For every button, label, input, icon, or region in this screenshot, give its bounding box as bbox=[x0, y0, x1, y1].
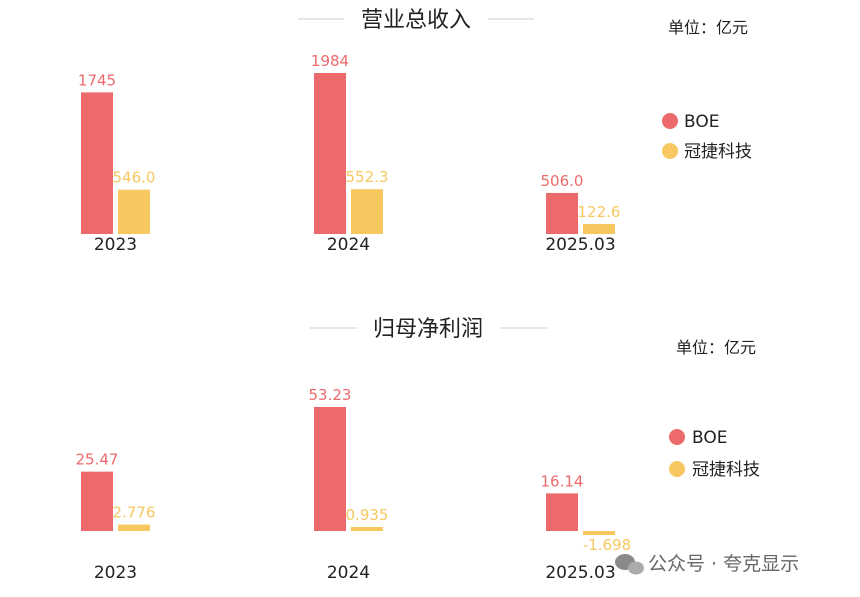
watermark: 公众号 · 夸克显示 bbox=[615, 553, 799, 575]
value-label: 53.23 bbox=[309, 386, 352, 404]
bar-boe-2024 bbox=[314, 73, 346, 234]
x-tick-label: 2024 bbox=[327, 563, 370, 583]
bar-boe-2023 bbox=[81, 92, 113, 235]
legend-swatch-tpv bbox=[669, 461, 685, 477]
bar-boe-2024 bbox=[314, 407, 346, 531]
value-label: 506.0 bbox=[541, 172, 584, 190]
value-label: 122.6 bbox=[578, 203, 621, 221]
x-tick-label: 2025.03 bbox=[545, 563, 615, 583]
value-label: 1984 bbox=[311, 52, 349, 70]
legend-label-tpv: 冠捷科技 bbox=[692, 460, 760, 480]
value-label: -1.698 bbox=[583, 536, 631, 554]
bar-boe-2025-03 bbox=[546, 493, 578, 531]
chart-title: 归母净利润 bbox=[373, 317, 483, 342]
chart-title: 营业总收入 bbox=[361, 8, 471, 33]
bar-tpv-2024 bbox=[351, 189, 383, 234]
legend-label-boe: BOE bbox=[684, 112, 720, 132]
legend-label-tpv: 冠捷科技 bbox=[684, 142, 752, 162]
unit-label: 单位：亿元 bbox=[668, 18, 748, 37]
revenue-chart-panel: 营业总收入 单位：亿元 BOE 冠捷科技 1745 546.0 2023 1984 55… bbox=[78, 8, 752, 255]
wechat-icon bbox=[615, 554, 644, 575]
bar-boe-2023 bbox=[81, 471, 113, 531]
legend-label-boe: BOE bbox=[692, 428, 728, 448]
bar-boe-2025-03 bbox=[546, 192, 578, 234]
x-tick-label: 2023 bbox=[94, 563, 137, 583]
x-tick-label: 2023 bbox=[94, 235, 137, 255]
value-label: 552.3 bbox=[346, 168, 389, 186]
bar-tpv-2023 bbox=[118, 524, 150, 531]
watermark-text: 公众号 · 夸克显示 bbox=[648, 553, 799, 575]
legend-swatch-boe bbox=[669, 429, 685, 445]
bar-marks: 1745 546.0 2023 1984 552.3 2024 506.0 122.6 2025… bbox=[78, 52, 621, 255]
value-label: 546.0 bbox=[113, 169, 156, 187]
value-label: 25.47 bbox=[76, 451, 119, 469]
legend-swatch-boe bbox=[662, 113, 678, 129]
x-tick-label: 2025.03 bbox=[545, 235, 615, 255]
unit-label: 单位：亿元 bbox=[676, 338, 756, 357]
value-label: 0.935 bbox=[346, 506, 389, 524]
net-profit-chart-panel: 归母净利润 单位：亿元 BOE 冠捷科技 25.47 2.776 2023 53.23… bbox=[76, 317, 760, 583]
legend-swatch-tpv bbox=[662, 143, 678, 159]
bar-tpv-2024 bbox=[351, 527, 383, 531]
bar-marks: 25.47 2.776 2023 53.23 0.935 2024 16.14 -1.698 2… bbox=[76, 386, 632, 583]
x-tick-label: 2024 bbox=[327, 235, 370, 255]
bar-tpv-2023 bbox=[118, 189, 150, 234]
bar-tpv-2025-03 bbox=[583, 224, 615, 234]
value-label: 16.14 bbox=[541, 472, 584, 490]
bar-tpv-2025-03 bbox=[583, 531, 615, 535]
value-label: 1745 bbox=[78, 71, 116, 89]
value-label: 2.776 bbox=[113, 504, 156, 522]
